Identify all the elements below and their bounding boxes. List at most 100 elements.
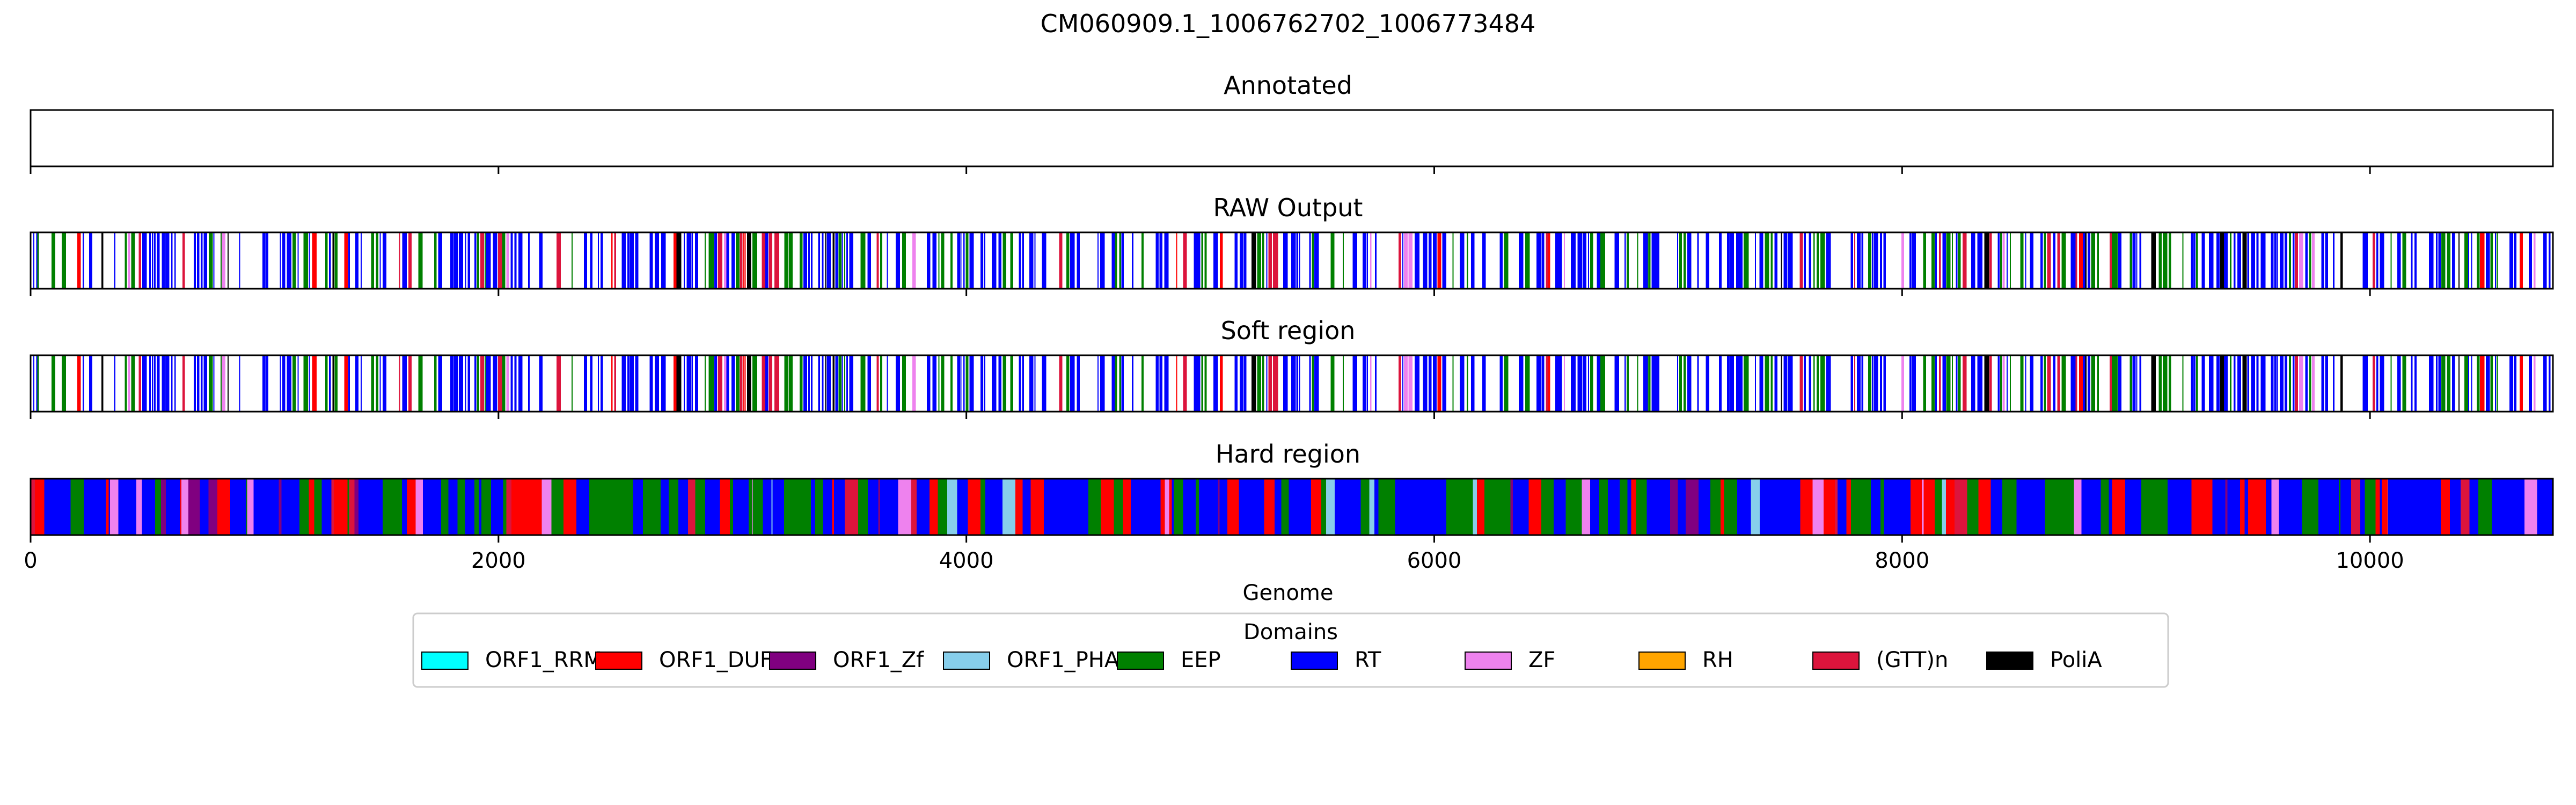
domain-segment bbox=[803, 232, 808, 289]
domain-segment bbox=[1759, 232, 1763, 289]
domain-segment bbox=[1384, 479, 1395, 535]
domain-segment bbox=[2220, 232, 2224, 289]
legend-label: ORF1_DUF bbox=[659, 648, 772, 672]
domain-segment bbox=[887, 355, 888, 412]
legend-label: RT bbox=[1355, 648, 1381, 672]
domain-segment bbox=[1330, 355, 1335, 412]
domain-segment bbox=[2274, 355, 2276, 412]
domain-segment bbox=[297, 232, 299, 289]
domain-segment bbox=[1034, 232, 1036, 289]
domain-segment bbox=[130, 479, 137, 535]
domain-segment bbox=[2125, 479, 2133, 535]
domain-segment bbox=[1059, 355, 1063, 412]
domain-segment bbox=[162, 355, 165, 412]
domain-segment bbox=[1907, 479, 1911, 535]
domain-segment bbox=[1783, 355, 1788, 412]
legend-frame bbox=[412, 612, 2169, 688]
domain-segment bbox=[1201, 355, 1204, 412]
domain-segment bbox=[2348, 479, 2351, 535]
domain-segment bbox=[2309, 355, 2311, 412]
domain-segment bbox=[1459, 479, 1473, 535]
domain-segment bbox=[1374, 479, 1379, 535]
domain-segment bbox=[1736, 232, 1738, 289]
x-tick-label: 0 bbox=[24, 548, 37, 573]
domain-segment bbox=[1363, 232, 1366, 289]
domain-segment bbox=[344, 355, 348, 412]
domain-segment bbox=[2271, 232, 2274, 289]
x-axis-label: Genome bbox=[1242, 581, 1333, 605]
domain-segment bbox=[131, 355, 135, 412]
domain-segment bbox=[2279, 232, 2284, 289]
domain-segment bbox=[165, 232, 170, 289]
domain-segment bbox=[992, 232, 997, 289]
domain-segment bbox=[2070, 355, 2076, 412]
domain-segment bbox=[1309, 355, 1311, 412]
domain-segment bbox=[822, 232, 824, 289]
domain-segment bbox=[1536, 232, 1541, 289]
domain-segment bbox=[1299, 355, 1300, 412]
domain-segment bbox=[564, 479, 575, 535]
domain-segment bbox=[947, 479, 957, 535]
domain-segment bbox=[448, 479, 458, 535]
domain-segment bbox=[1423, 232, 1428, 289]
domain-segment bbox=[1115, 355, 1117, 412]
domain-segment bbox=[266, 479, 279, 535]
legend-label: ORF1_Zf bbox=[833, 648, 924, 672]
domain-segment bbox=[878, 479, 881, 535]
domain-segment bbox=[2401, 479, 2405, 535]
domain-segment bbox=[2548, 479, 2553, 535]
domain-segment bbox=[354, 479, 359, 535]
domain-segment bbox=[1555, 355, 1558, 412]
domain-segment bbox=[2007, 232, 2008, 289]
tracks-group: Annotated RAW Output Soft region Hard regio… bbox=[30, 71, 2554, 543]
domain-segment bbox=[2082, 232, 2085, 289]
domain-segment bbox=[2099, 479, 2101, 535]
domain-segment bbox=[2016, 479, 2029, 535]
domain-segment bbox=[1590, 479, 1597, 535]
domain-segment bbox=[1946, 355, 1951, 412]
domain-segment bbox=[926, 232, 931, 289]
domain-segment bbox=[1245, 479, 1252, 535]
domain-segment bbox=[1434, 232, 1437, 289]
domain-segment bbox=[782, 479, 785, 535]
domain-segment bbox=[1768, 479, 1777, 535]
legend-swatch bbox=[943, 652, 990, 670]
domain-segment bbox=[2299, 355, 2303, 412]
domain-segment bbox=[493, 355, 497, 412]
domain-segment bbox=[1977, 355, 1982, 412]
domain-segment bbox=[1648, 232, 1649, 289]
domain-segment bbox=[1874, 355, 1876, 412]
domain-segment bbox=[1273, 232, 1278, 289]
domain-segment bbox=[960, 355, 962, 412]
domain-segment bbox=[1796, 479, 1801, 535]
domain-segment bbox=[36, 232, 38, 289]
domain-segment bbox=[329, 355, 331, 412]
domain-segment bbox=[2158, 232, 2162, 289]
domain-segment bbox=[1875, 232, 1878, 289]
domain-segment bbox=[1101, 479, 1114, 535]
domain-segment bbox=[54, 479, 67, 535]
domain-segment bbox=[1590, 232, 1593, 289]
domain-segment bbox=[731, 355, 735, 412]
domain-segment bbox=[1874, 232, 1876, 289]
domain-segment bbox=[868, 479, 879, 535]
domain-segment bbox=[1963, 232, 1967, 289]
domain-segment bbox=[630, 355, 634, 412]
domain-segment bbox=[355, 232, 359, 289]
domain-segment bbox=[1119, 232, 1122, 289]
domain-segment bbox=[1452, 232, 1454, 289]
domain-segment bbox=[1840, 479, 1847, 535]
domain-segment bbox=[2520, 355, 2523, 412]
domain-segment bbox=[676, 232, 682, 289]
domain-segment bbox=[1399, 355, 1402, 412]
domain-segment bbox=[2414, 232, 2417, 289]
domain-segment bbox=[2162, 232, 2168, 289]
domain-segment bbox=[502, 232, 506, 289]
domain-segment bbox=[1583, 232, 1586, 289]
domain-segment bbox=[1765, 232, 1769, 289]
domain-segment bbox=[334, 232, 338, 289]
domain-segment bbox=[2165, 479, 2168, 535]
domain-segment bbox=[2256, 355, 2259, 412]
domain-segment bbox=[193, 355, 196, 412]
domain-segment bbox=[2523, 479, 2524, 535]
